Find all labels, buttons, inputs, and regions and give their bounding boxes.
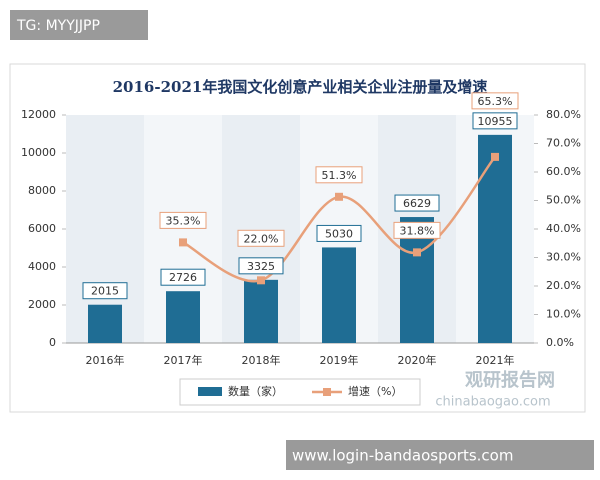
y-tick-label: 6000: [28, 222, 56, 235]
data-label: 6629: [403, 197, 431, 210]
data-label-box: [394, 194, 440, 212]
data-label: 2015: [91, 285, 119, 298]
bar: [478, 134, 512, 343]
data-label-box: [315, 166, 363, 184]
legend-swatch: [323, 388, 331, 396]
growth-marker: [413, 248, 421, 257]
data-label-box: [393, 221, 441, 239]
y-tick-label: 0: [49, 336, 56, 349]
data-label-box: [82, 282, 128, 300]
data-label: 2726: [169, 271, 197, 284]
data-label: 51.3%: [322, 169, 357, 182]
y2-tick-label: 70.0%: [546, 137, 581, 150]
data-label: 65.3%: [478, 95, 513, 108]
y2-tick-label: 80.0%: [546, 108, 581, 121]
growth-marker: [335, 192, 343, 201]
y-tick-label: 8000: [28, 184, 56, 197]
legend-label: 增速（%）: [348, 384, 402, 398]
data-label-box: [472, 112, 518, 130]
x-tick-label: 2020年: [398, 353, 437, 367]
data-label: 22.0%: [244, 232, 279, 245]
tag: TG: MYYJJPP: [16, 18, 100, 34]
x-tick-label: 2019年: [320, 353, 359, 367]
data-label-box: [160, 268, 206, 286]
data-label: 10955: [478, 115, 513, 128]
y-tick-label: 12000: [21, 108, 56, 121]
data-label-box: [238, 257, 284, 275]
data-label: 35.3%: [166, 214, 201, 227]
y2-tick-label: 10.0%: [546, 308, 581, 321]
y2-tick-label: 40.0%: [546, 222, 581, 235]
x-tick-label: 2016年: [86, 353, 125, 367]
chart-title: 2016-2021年我国文化创意产业相关企业注册量及增速: [113, 78, 488, 96]
x-tick-label: 2021年: [476, 353, 515, 367]
data-label: 5030: [325, 227, 353, 240]
tag-box: [10, 10, 148, 40]
y2-tick-label: 60.0%: [546, 165, 581, 178]
bar: [166, 291, 200, 343]
growth-marker: [491, 152, 499, 161]
url: www.login-bandaosports.com: [292, 447, 513, 465]
y2-tick-label: 30.0%: [546, 251, 581, 264]
url-box: [286, 440, 594, 470]
growth-marker: [257, 276, 265, 285]
growth-marker: [179, 238, 187, 247]
bar: [322, 247, 356, 343]
y2-tick-label: 0.0%: [546, 336, 574, 349]
data-label-box: [159, 211, 207, 229]
watermark-site: chinabaogao.com: [435, 395, 550, 410]
y-tick-label: 2000: [28, 298, 56, 311]
x-tick-label: 2017年: [164, 353, 203, 367]
y-tick-label: 4000: [28, 260, 56, 273]
data-label-box: [316, 224, 362, 242]
bar: [244, 279, 278, 343]
data-label-box: [237, 229, 285, 247]
data-label: 31.8%: [400, 224, 435, 237]
legend-label: 数量（家）: [228, 384, 283, 398]
x-tick-label: 2018年: [242, 353, 281, 367]
bar: [88, 304, 122, 343]
y-tick-label: 10000: [21, 146, 56, 159]
data-label: 3325: [247, 260, 275, 273]
data-label-box: [471, 92, 519, 110]
watermark: 观研报告网: [465, 369, 555, 391]
legend-swatch: [198, 387, 222, 396]
y2-tick-label: 50.0%: [546, 194, 581, 207]
y2-tick-label: 20.0%: [546, 279, 581, 292]
